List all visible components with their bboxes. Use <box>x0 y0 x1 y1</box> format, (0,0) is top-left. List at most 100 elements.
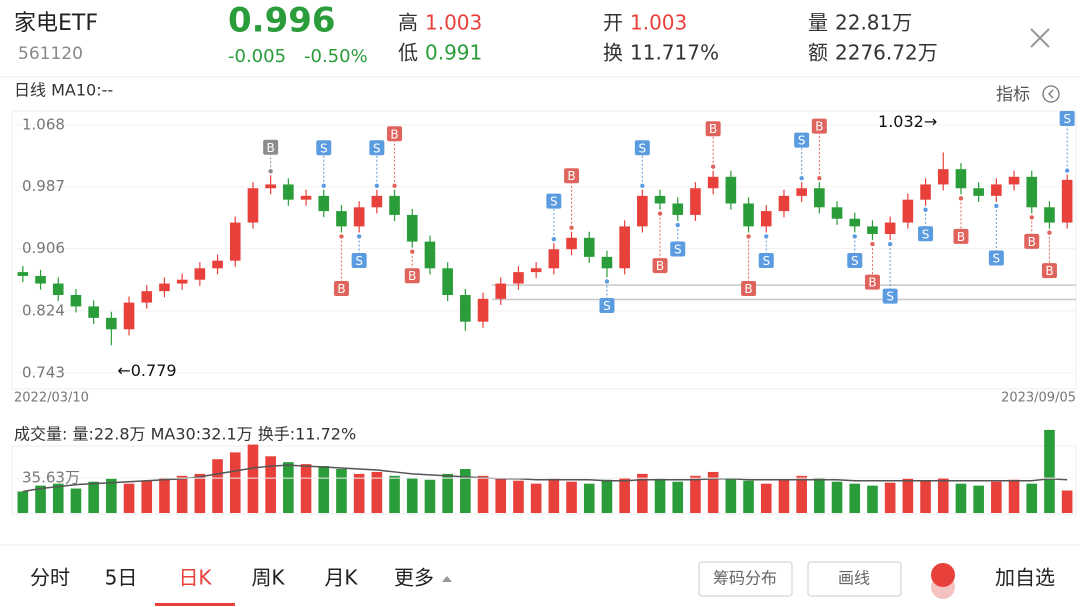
signal-dot <box>1047 230 1052 235</box>
signal-label: B <box>390 127 398 141</box>
volume-bar <box>937 477 949 513</box>
candle-body <box>530 268 542 273</box>
draw-button[interactable] <box>807 561 902 597</box>
signal-badge <box>918 226 934 242</box>
price: 0.996 <box>228 1 336 41</box>
candle-body <box>583 237 595 257</box>
volume-bar <box>300 464 312 513</box>
signal-label: B <box>267 141 275 155</box>
signal-dot <box>339 234 344 239</box>
candle-body <box>796 188 807 196</box>
change: -0.005 <box>228 46 286 67</box>
candle-body <box>300 195 312 200</box>
volume-bar <box>725 477 737 513</box>
signal-badge <box>652 258 668 274</box>
signal-badge <box>811 118 827 134</box>
tab[interactable]: 分时 <box>30 566 70 590</box>
signal-badge <box>794 132 810 148</box>
tab[interactable]: 周K <box>251 566 285 590</box>
candle-body <box>760 211 772 227</box>
tab[interactable]: 更多 <box>394 566 434 590</box>
candle-body <box>831 207 843 219</box>
dot-button[interactable] <box>931 563 955 587</box>
volume-bar <box>1026 483 1038 513</box>
candle-body <box>460 294 471 322</box>
volume-bar <box>318 466 330 513</box>
candle-body <box>884 222 896 234</box>
volume-bar <box>1061 490 1073 513</box>
signal-label: S <box>798 134 806 148</box>
volume-title: 成交量: 量:22.8万 MA30:32.1万 换手:11.72% <box>14 425 356 444</box>
signal-label: B <box>656 259 664 273</box>
volume-bar <box>194 473 206 513</box>
more-caret <box>442 576 452 582</box>
signal-dot <box>764 234 769 239</box>
x-tick-label: 2022/03/10 <box>14 391 89 406</box>
signal-label: B <box>744 282 752 296</box>
volume-bar <box>902 478 914 513</box>
volume-bar <box>513 480 524 513</box>
signal-badge <box>599 297 615 313</box>
signal-dot <box>923 207 928 212</box>
open-label: 开 <box>603 11 623 35</box>
signal-badge <box>1024 233 1040 249</box>
indicator-button[interactable]: 指标 <box>996 85 1030 105</box>
volume-bar <box>637 473 648 513</box>
tab[interactable]: 月K <box>324 566 358 590</box>
candle-body <box>424 241 436 269</box>
volume-bar <box>424 479 436 513</box>
tab[interactable]: 5日 <box>105 566 138 590</box>
candle-body <box>513 272 524 284</box>
candle-body <box>601 256 613 269</box>
candle-body <box>1008 176 1020 185</box>
signal-label: S <box>886 290 894 304</box>
candle-body <box>690 188 701 215</box>
signal-label: B <box>957 230 965 244</box>
amount-label: 额 <box>808 41 828 65</box>
candle-body <box>920 184 931 200</box>
volume-bar <box>159 477 170 513</box>
candle-body <box>371 195 383 208</box>
candle-body <box>159 283 170 292</box>
close-button[interactable] <box>1030 28 1050 48</box>
signal-label: S <box>993 251 1001 265</box>
volume-bar <box>283 462 294 513</box>
candle-body <box>106 317 117 330</box>
watchlist-button[interactable]: 加自选 <box>995 566 1055 590</box>
tab[interactable]: 日K <box>178 566 212 590</box>
extreme-label: ←0.779 <box>117 361 176 380</box>
volume-bar <box>17 491 29 513</box>
candle-body <box>212 260 223 269</box>
volume-bar <box>70 488 82 513</box>
low: 0.991 <box>425 41 482 65</box>
signal-label: S <box>639 141 647 155</box>
open: 1.003 <box>630 11 687 35</box>
volume-bar <box>955 483 967 513</box>
chips-button[interactable] <box>698 561 793 597</box>
signal-dot <box>799 175 804 181</box>
signal-dot <box>958 196 964 201</box>
candle-body <box>123 302 135 330</box>
volume-bar <box>123 483 135 513</box>
volume-bar <box>460 469 471 513</box>
signal-label: S <box>320 141 328 155</box>
signal-badge <box>847 252 863 268</box>
volume-bar <box>654 478 666 513</box>
chips-label: 筹码分布 <box>713 569 777 588</box>
candle-body <box>778 195 790 212</box>
y-tick-label: 0.824 <box>22 301 65 319</box>
volume-bar <box>1044 429 1055 513</box>
volume-bar <box>814 477 825 513</box>
signal-badge <box>670 241 686 257</box>
volume-bar <box>389 475 400 513</box>
candle-body <box>353 207 365 227</box>
volume-bar <box>247 444 259 513</box>
signal-label: B <box>1028 235 1036 249</box>
candle-body <box>566 237 577 250</box>
signal-dot <box>710 164 716 169</box>
signal-badge <box>546 193 562 209</box>
volume-bar <box>991 481 1002 513</box>
candle-body <box>336 211 347 227</box>
signal-label: S <box>603 299 611 313</box>
